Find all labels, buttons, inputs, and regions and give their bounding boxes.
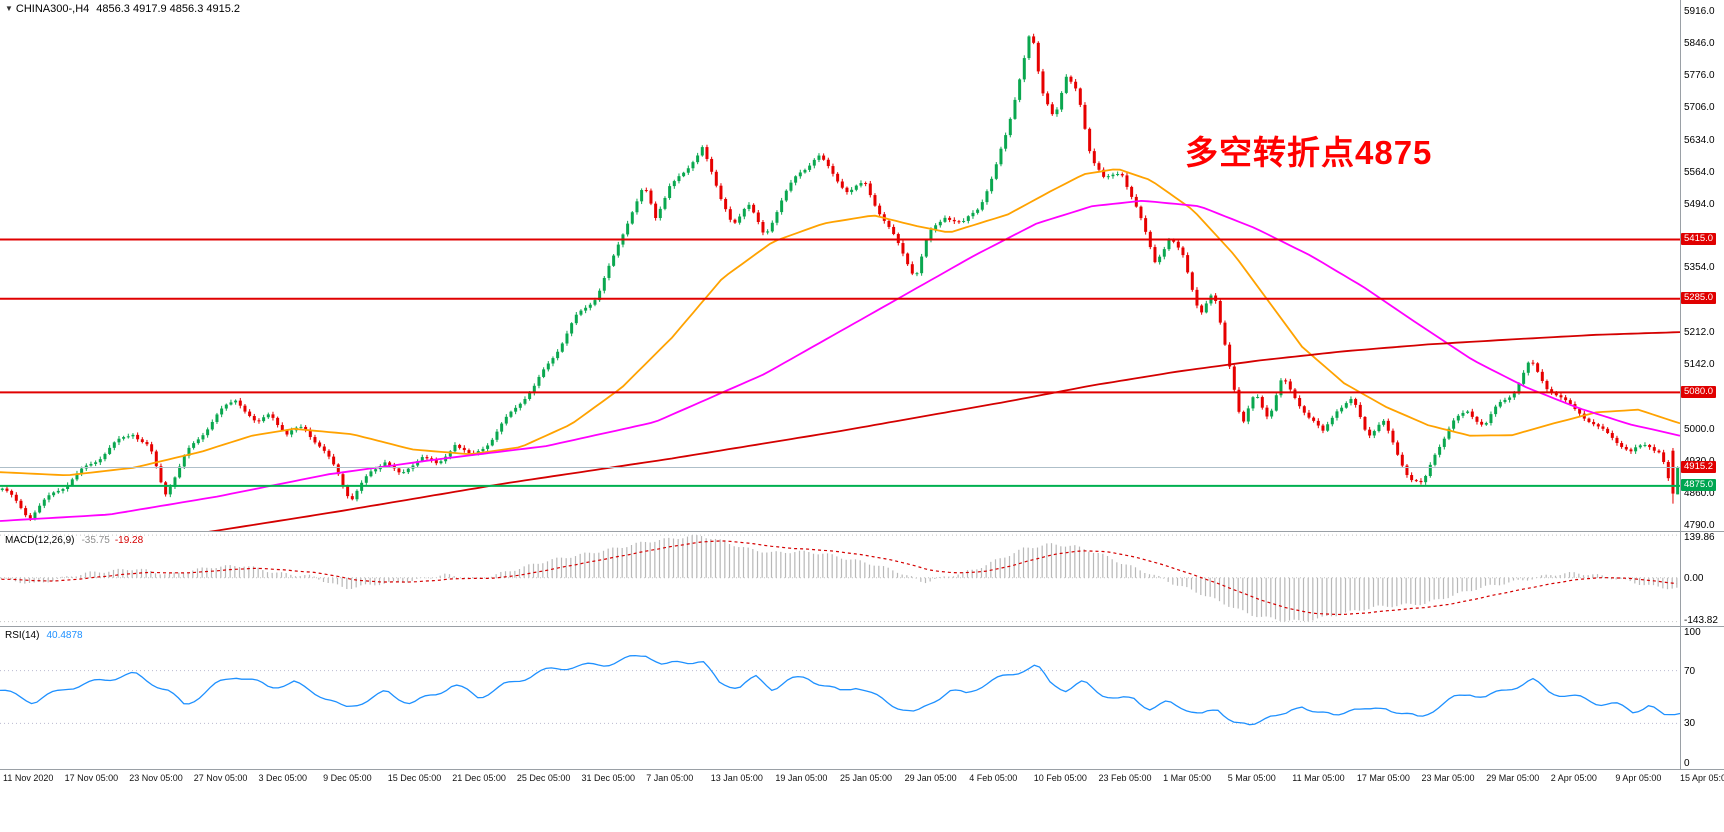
price-tick: 5212.0 [1684,327,1715,339]
ohlc-values: 4856.3 4917.9 4856.3 4915.2 [96,3,241,15]
price-tick: 4860.0 [1684,487,1715,499]
time-tick: 27 Nov 05:00 [193,773,248,783]
price-tick: 5354.0 [1684,262,1715,274]
price-tick: 5564.0 [1684,166,1715,178]
macd-main-value: -35.75 [81,535,110,546]
axis-separator [1680,0,1681,770]
rsi-value: 40.4878 [46,630,83,641]
time-tick: 5 Mar 05:00 [1227,773,1276,783]
time-tick: 15 Dec 05:00 [387,773,442,783]
time-tick: 15 Apr 05:00 [1680,773,1724,783]
rsi-panel[interactable]: RSI(14) 40.4878 100 70 30 0 [0,627,1724,769]
price-tick: 5142.0 [1684,359,1715,370]
price-tick: 4790.0 [1684,519,1715,531]
main-chart-panel[interactable]: ▼ CHINA300-,H4 4856.3 4917.9 4856.3 4915.2… [0,0,1724,531]
time-tick: 13 Jan 05:00 [710,773,763,783]
ma-fast-orange [0,168,1681,477]
time-tick: 9 Apr 05:00 [1615,773,1662,783]
price-tick: 5916.0 [1684,5,1715,17]
time-tick: 4 Feb 05:00 [969,773,1018,783]
macd-label: MACD(12,26,9) -35.75 -19.28 [5,535,143,546]
ma-slow-red [208,331,1681,531]
time-axis[interactable]: 11 Nov 2020 17 Nov 05:00 23 Nov 05:00 27 No… [0,770,1724,787]
panel-separator [0,769,1724,770]
rsi-chart-canvas[interactable] [0,627,1724,769]
panel-separator[interactable] [0,626,1724,627]
time-tick: 23 Mar 05:00 [1421,773,1475,783]
hline-price-label[interactable]: 5080.0 [1681,385,1717,398]
ma-mid-magenta [0,199,1681,522]
price-tick: 5846.0 [1684,37,1715,49]
macd-signal-value: -19.28 [114,535,144,546]
time-tick: 11 Mar 05:00 [1292,773,1345,783]
price-chart-canvas[interactable] [0,0,1724,531]
hline-price-label[interactable]: 5285.0 [1681,292,1717,305]
rsi-line [0,654,1681,726]
time-tick: 1 Mar 05:00 [1163,773,1212,783]
rsi-label: RSI(14) 40.4878 [5,630,83,641]
rsi-tick: 30 [1684,718,1696,730]
macd-chart-canvas[interactable] [0,532,1724,626]
rsi-tick: 0 [1684,758,1690,769]
price-tick: 5000.0 [1684,423,1715,435]
current-price-price-label[interactable]: 4915.2 [1681,461,1717,473]
time-tick: 31 Dec 05:00 [581,773,636,783]
time-tick: 17 Nov 05:00 [64,773,119,783]
price-tick: 5776.0 [1684,69,1715,81]
time-tick: 29 Mar 05:00 [1486,773,1540,783]
rsi-axis[interactable]: 100 70 30 0 [1681,627,1724,769]
time-tick: 9 Dec 05:00 [323,773,372,783]
rsi-tick: 100 [1684,627,1701,638]
time-tick: 25 Jan 05:00 [840,773,893,783]
rsi-tick: 70 [1684,665,1696,677]
macd-tick: -143.82 [1684,615,1718,626]
macd-panel[interactable]: MACD(12,26,9) -35.75 -19.28 139.86 0.00 -143… [0,532,1724,626]
time-tick: 23 Feb 05:00 [1098,773,1152,783]
panel-separator[interactable] [0,531,1724,532]
symbol-period-label: CHINA300-,H4 [15,3,90,15]
macd-name: MACD(12,26,9) [5,535,75,546]
time-tick: 25 Dec 05:00 [516,773,571,783]
price-tick: 5706.0 [1684,101,1715,113]
price-tick: 5634.0 [1684,134,1715,146]
time-tick: 23 Nov 05:00 [129,773,183,783]
time-tick: 17 Mar 05:00 [1356,773,1410,783]
time-tick: 3 Dec 05:00 [258,773,308,783]
time-tick: 10 Feb 05:00 [1033,773,1087,783]
bottom-strip [0,787,1724,832]
macd-tick: 0.00 [1684,572,1704,584]
macd-axis[interactable]: 139.86 0.00 -143.82 [1681,532,1724,626]
rsi-name: RSI(14) [5,630,40,641]
price-axis[interactable]: 5916.0 5846.0 5776.0 5706.0 5634.0 5564.0 5494… [1681,0,1724,531]
hline-price-label[interactable]: 4875.0 [1681,479,1717,492]
chart-menu-icon[interactable]: ▼ [5,4,13,13]
time-tick: 11 Nov 2020 [3,773,54,783]
time-tick: 19 Jan 05:00 [775,773,828,783]
time-tick: 7 Jan 05:00 [646,773,694,783]
time-tick: 21 Dec 05:00 [452,773,506,783]
symbol-info: ▼ CHINA300-,H4 4856.3 4917.9 4856.3 4915.2 [5,3,240,15]
price-tick: 5494.0 [1684,198,1715,210]
time-tick: 2 Apr 05:00 [1550,773,1597,783]
hline-price-label[interactable]: 5415.0 [1681,233,1717,245]
macd-tick: 139.86 [1684,532,1715,543]
time-tick: 29 Jan 05:00 [904,773,957,783]
annotation-text: 多空转折点4875 [1185,134,1433,171]
